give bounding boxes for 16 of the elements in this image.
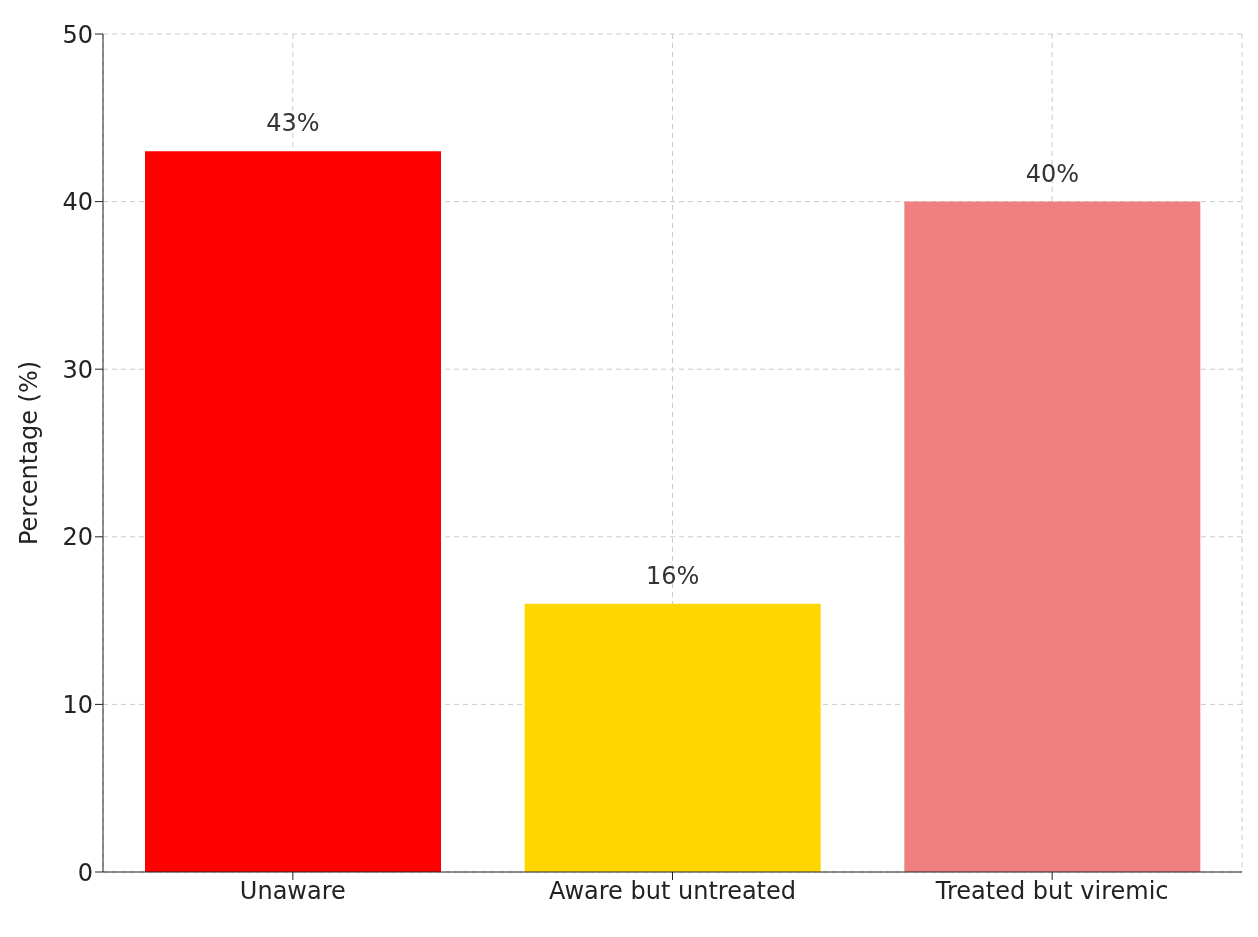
y-tick-label: 10 xyxy=(62,690,93,719)
bar xyxy=(904,201,1201,872)
y-tick-label: 30 xyxy=(62,355,93,384)
y-tick-label: 0 xyxy=(77,858,93,887)
bar xyxy=(145,151,441,872)
data-label: 40% xyxy=(1025,159,1080,188)
y-tick-label: 40 xyxy=(62,188,93,217)
x-tick-label: Aware but untreated xyxy=(548,877,797,906)
y-axis-title: Percentage (%) xyxy=(14,360,43,546)
y-tick-label: 20 xyxy=(62,523,93,552)
data-label: 16% xyxy=(645,561,700,590)
data-label: 43% xyxy=(266,109,320,138)
bar xyxy=(524,603,821,872)
x-tick-label: Treated but viremic xyxy=(934,877,1169,906)
y-tick-label: 50 xyxy=(62,20,93,49)
x-tick-label: Unaware xyxy=(239,877,346,906)
